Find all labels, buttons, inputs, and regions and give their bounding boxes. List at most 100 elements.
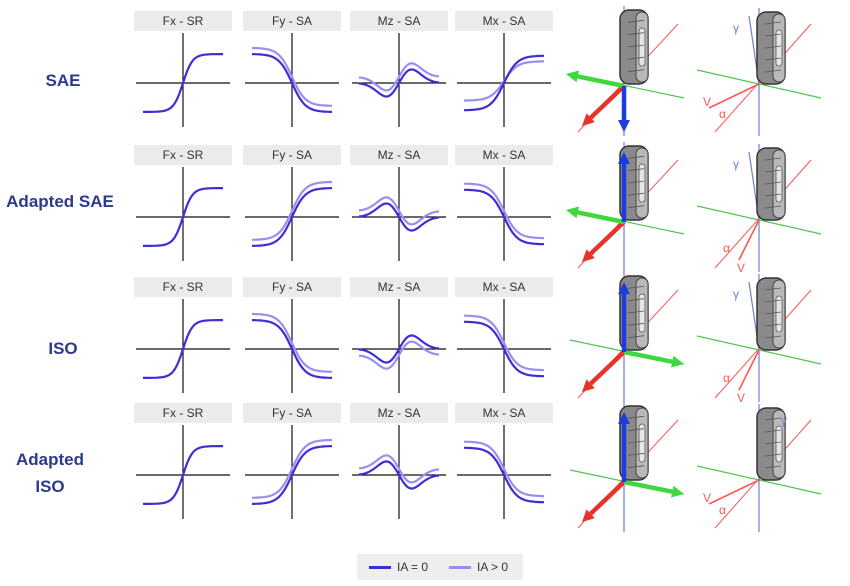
graph-panel-3-1: Fx - SR — [134, 277, 232, 395]
graph-plot — [245, 299, 339, 393]
graph-plot — [352, 299, 446, 393]
legend-swatch-ia-zero — [369, 566, 391, 569]
iso-angles-icon: γ αV — [696, 274, 822, 405]
curve-ia-zero — [252, 187, 332, 247]
graph-plot — [457, 33, 551, 127]
graph-panel-4-2: Fy - SA — [243, 403, 341, 521]
tire-icon — [619, 275, 649, 351]
row-label-sae: SAE — [45, 71, 81, 90]
curve-ia-zero — [143, 445, 223, 505]
graph-panel-title: Mx - SA — [455, 145, 553, 165]
z-axis-arrow — [618, 282, 630, 352]
tire-icon — [619, 145, 649, 221]
velocity-label: V — [737, 391, 745, 405]
graph-panel-title: Mz - SA — [350, 277, 448, 297]
graph-plot — [245, 167, 339, 261]
axes-illustration-1 — [560, 4, 690, 144]
gamma-label: γ — [733, 287, 739, 301]
velocity-label: V — [703, 491, 711, 505]
graph-panel-title: Fx - SR — [134, 145, 232, 165]
graph-plot — [136, 33, 230, 127]
curve-ia-zero — [143, 53, 223, 113]
velocity-label: V — [703, 95, 711, 109]
curve-ia-positive — [252, 312, 332, 373]
x-axis-arrow — [582, 220, 626, 262]
graph-panel-3-2: Fy - SA — [243, 277, 341, 395]
sae-axes-icon — [566, 6, 685, 136]
graph-panel-title: Fy - SA — [243, 403, 341, 423]
graph-plot — [136, 167, 230, 261]
curve-ia-zero — [358, 68, 440, 98]
curve-ia-zero — [464, 320, 544, 378]
graph-panel-title: Mz - SA — [350, 403, 448, 423]
curve-ia-zero — [143, 187, 223, 247]
curve-ia-zero — [358, 202, 440, 232]
y-axis-arrow — [566, 206, 625, 225]
legend: IA = 0 IA > 0 — [357, 554, 523, 580]
graph-panel-4-4: Mx - SA — [455, 403, 553, 521]
graph-panel-title: Fy - SA — [243, 11, 341, 31]
graph-panel-title: Mx - SA — [455, 403, 553, 423]
graph-plot — [457, 167, 551, 261]
graph-panel-3-3: Mz - SA — [350, 277, 448, 395]
curve-ia-zero — [143, 319, 223, 379]
graph-panel-3-4: Mx - SA — [455, 277, 553, 395]
graph-panel-title: Fx - SR — [134, 277, 232, 297]
x-axis-arrow — [582, 350, 626, 392]
graph-plot — [457, 299, 551, 393]
adapted-sae-axes-icon — [566, 142, 685, 272]
row-label-iso: ISO — [48, 339, 78, 358]
graph-plot — [352, 425, 446, 519]
tire-icon — [619, 405, 649, 481]
curve-ia-zero — [464, 446, 544, 504]
graph-plot — [457, 425, 551, 519]
row-label-adapted-iso: Adapted ISO — [16, 450, 84, 496]
graph-plot — [352, 33, 446, 127]
curve-ia-zero — [252, 319, 332, 379]
curve-ia-positive — [358, 196, 440, 226]
x-axis-arrow — [582, 480, 626, 522]
tire-icon — [619, 9, 649, 85]
graph-panel-title: Mz - SA — [350, 145, 448, 165]
legend-label-ia-zero: IA = 0 — [397, 560, 429, 574]
graph-panel-1-1: Fx - SR — [134, 11, 232, 129]
tire-icon — [756, 407, 786, 481]
curve-ia-positive — [358, 340, 440, 370]
z-axis-arrow — [618, 152, 630, 222]
graph-panel-4-1: Fx - SR — [134, 403, 232, 521]
alpha-label: α — [723, 241, 730, 255]
adapted-sae-angles-icon: γ αV — [696, 144, 822, 275]
graph-panel-2-2: Fy - SA — [243, 145, 341, 263]
graph-plot — [245, 33, 339, 127]
curve-ia-positive — [464, 440, 544, 498]
graph-plot — [352, 167, 446, 261]
graph-plot — [136, 299, 230, 393]
graph-panel-2-1: Fx - SR — [134, 145, 232, 263]
tire-icon — [756, 277, 786, 351]
velocity-label: V — [737, 261, 745, 275]
curve-ia-zero — [252, 445, 332, 505]
graph-panel-title: Fx - SR — [134, 11, 232, 31]
adapted-iso-axes-icon — [569, 402, 685, 532]
curve-ia-positive — [252, 46, 332, 107]
row-label-adapted-sae: Adapted SAE — [6, 192, 114, 211]
graph-panel-title: Mx - SA — [455, 277, 553, 297]
graph-panel-1-3: Mz - SA — [350, 11, 448, 129]
curve-ia-positive — [358, 62, 440, 92]
curve-ia-positive — [464, 314, 544, 372]
graph-panel-title: Fy - SA — [243, 277, 341, 297]
curve-ia-positive — [358, 454, 440, 484]
graph-panel-4-3: Mz - SA — [350, 403, 448, 521]
legend-label-ia-pos: IA > 0 — [477, 560, 509, 574]
graph-panel-1-4: Mx - SA — [455, 11, 553, 129]
y-axis-arrow — [623, 479, 684, 498]
z-axis-arrow — [618, 412, 630, 482]
axes-illustration-3 — [560, 270, 690, 410]
alpha-label: α — [719, 503, 726, 517]
axes-illustration-2 — [560, 140, 690, 280]
curve-ia-zero — [358, 334, 440, 364]
